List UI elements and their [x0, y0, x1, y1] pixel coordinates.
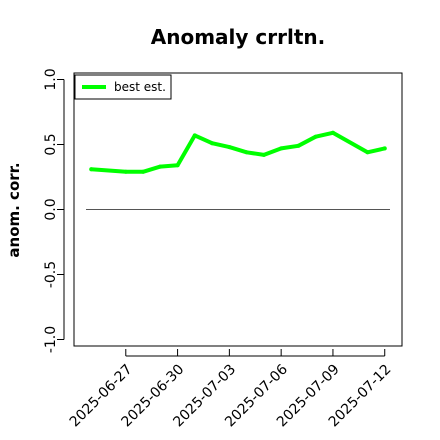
y-axis: -1.0 -0.5 0.0 0.5 1.0 [43, 68, 65, 353]
data-point [365, 150, 370, 155]
data-point [175, 163, 180, 168]
series-layer [89, 130, 387, 174]
data-point [261, 152, 266, 157]
data-point [244, 150, 249, 155]
y-tick-label: -0.5 [43, 261, 59, 288]
series-line-best-est [89, 130, 387, 174]
data-point [279, 146, 284, 151]
y-tick-label: 0.5 [43, 133, 59, 155]
data-point [382, 146, 387, 151]
data-point [313, 134, 318, 139]
data-point [192, 133, 197, 138]
y-tick-label: 1.0 [43, 68, 59, 90]
data-point [296, 143, 301, 148]
y-tick-label: -1.0 [43, 326, 59, 353]
data-point [227, 145, 232, 150]
chart-title: Anomaly crrltn. [151, 25, 325, 49]
data-point [89, 167, 94, 172]
data-point [330, 130, 335, 135]
y-axis-label: anom. corr. [5, 162, 23, 257]
legend-label: best est. [114, 80, 166, 94]
data-point [158, 164, 163, 169]
y-tick-label: 0.0 [43, 198, 59, 220]
data-point [141, 169, 146, 174]
legend: best est. [74, 74, 172, 100]
x-axis: 2025-06-272025-06-302025-07-032025-07-06… [67, 349, 395, 430]
data-point [123, 169, 128, 174]
plot-area [73, 72, 403, 347]
data-point [210, 141, 215, 146]
